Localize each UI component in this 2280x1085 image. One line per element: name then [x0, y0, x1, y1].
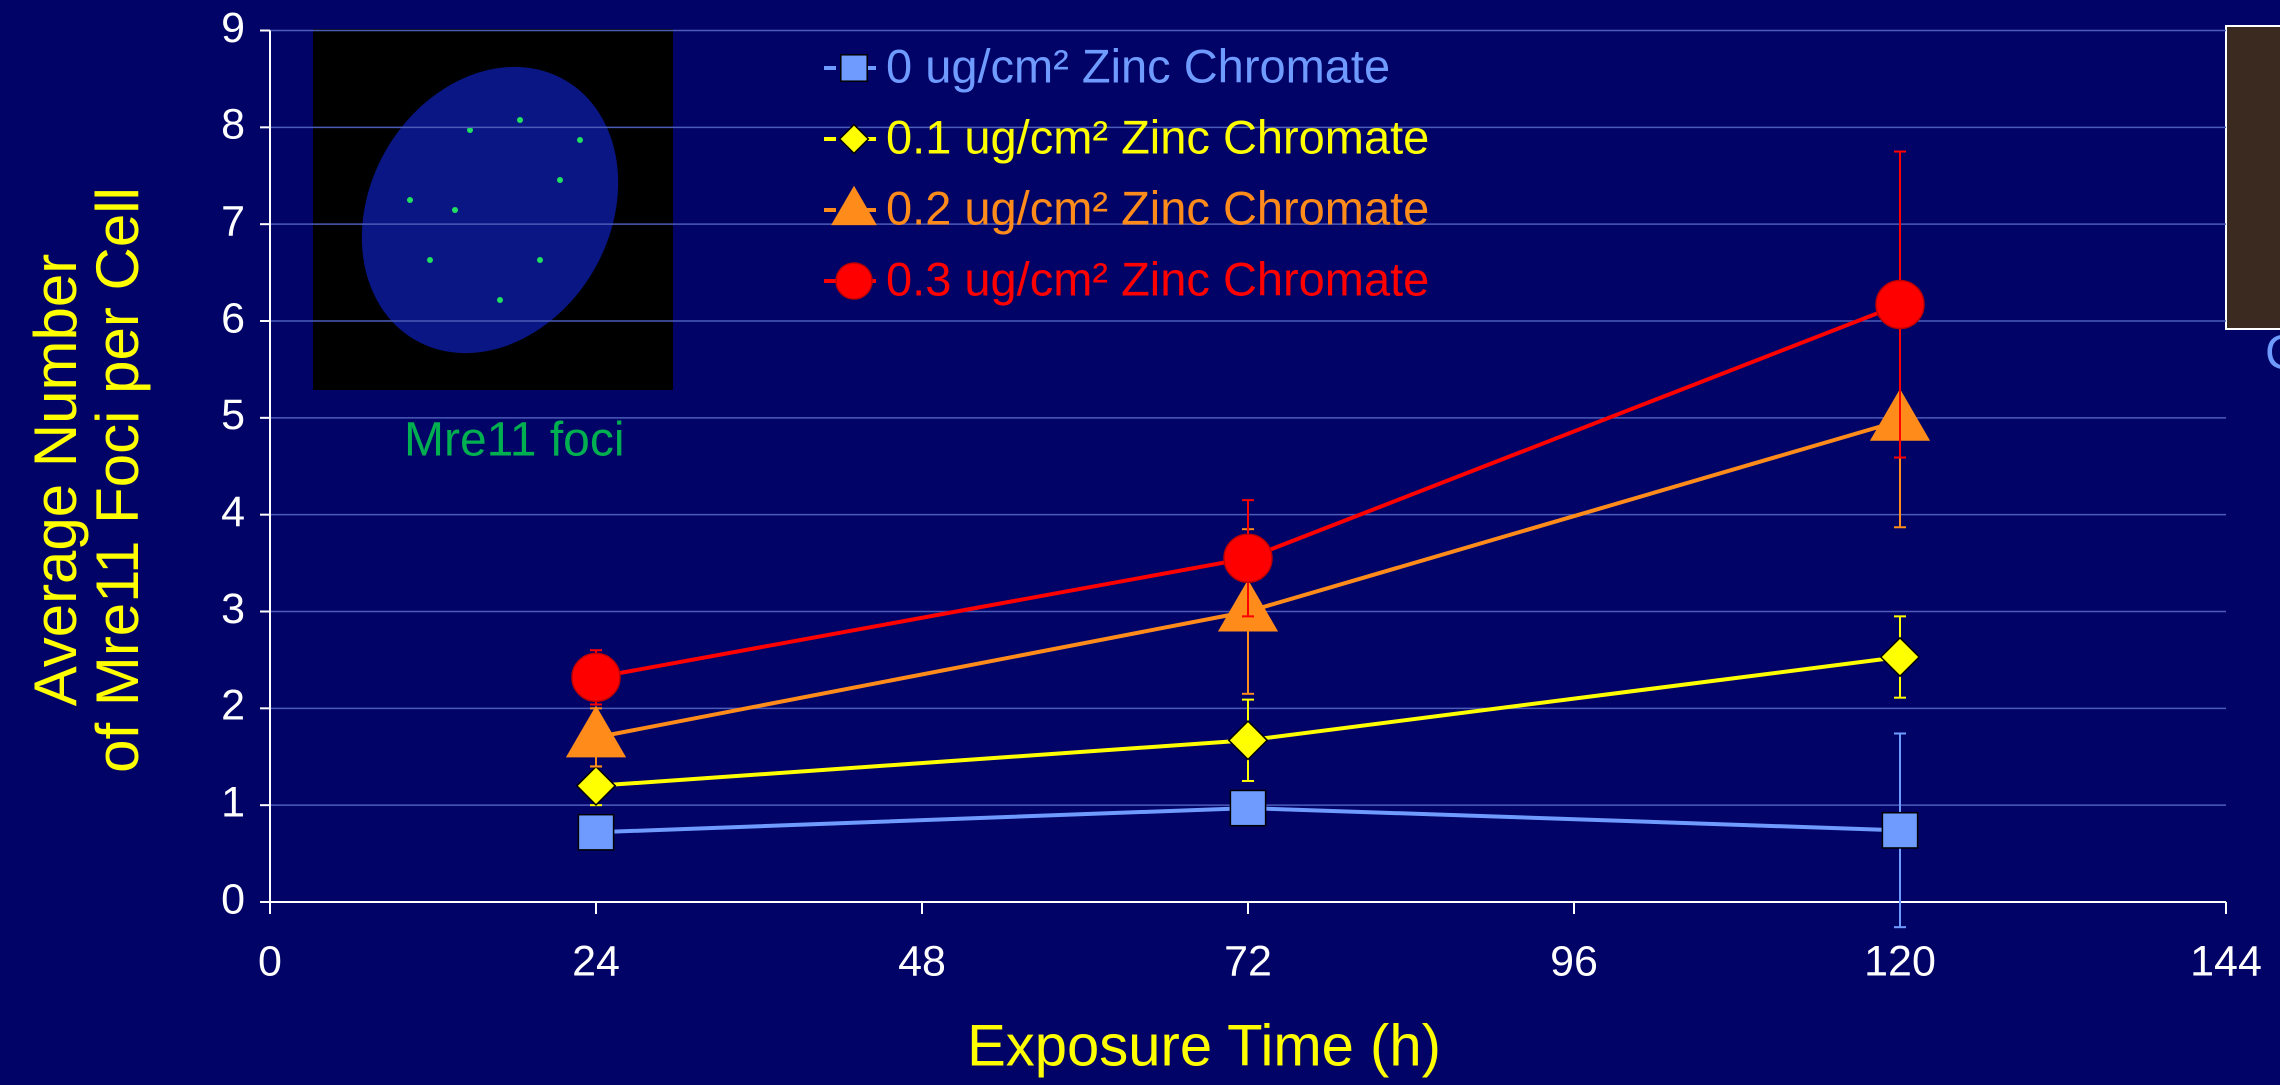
marker: [1230, 790, 1265, 825]
y-tick-label: 7: [221, 198, 245, 246]
y-tick-label: 1: [221, 779, 245, 827]
legend-label: 0.2 ug/cm² Zinc Chromate: [886, 181, 1429, 234]
x-tick-label: 96: [1550, 937, 1598, 985]
legend-marker: [841, 55, 867, 81]
y-tick-label: 0: [221, 875, 245, 923]
page: Mre11 foci C Exposure Time (h) Average N…: [0, 0, 2280, 1085]
x-tick-label: 120: [1864, 937, 1936, 985]
marker: [1882, 813, 1917, 848]
y-tick-label: 4: [221, 488, 245, 536]
annotation: Mre11 foci: [404, 414, 625, 467]
x-tick-label: 48: [898, 937, 946, 985]
y-axis-title-line: of Mre11 Foci per Cell: [84, 187, 151, 773]
legend-label: 0 ug/cm² Zinc Chromate: [886, 39, 1390, 92]
y-tick-label: 9: [221, 4, 245, 52]
marker: [572, 653, 620, 701]
inset-image: [311, 20, 673, 400]
y-tick-label: 5: [221, 391, 245, 439]
legend-label: 0.3 ug/cm² Zinc Chromate: [886, 252, 1429, 305]
marker: [578, 815, 613, 850]
y-tick-label: 2: [221, 682, 245, 730]
x-tick-label: 144: [2190, 937, 2262, 985]
chart: Mre11 foci C Exposure Time (h) Average N…: [0, 0, 2280, 1085]
x-tick-label: 0: [258, 937, 282, 985]
y-tick-label: 3: [221, 585, 245, 633]
x-tick-label: 72: [1224, 937, 1272, 985]
marker: [1876, 281, 1924, 329]
y-tick-label: 6: [221, 294, 245, 342]
marker: [1224, 534, 1272, 582]
x-axis-title: Exposure Time (h): [967, 1013, 1441, 1078]
y-axis-title: Average Number of Mre11 Foci per Cell: [22, 187, 151, 773]
y-axis-title-line: Average Number: [22, 254, 89, 706]
photo: [2226, 26, 2280, 329]
y-tick-label: 8: [221, 101, 245, 149]
legend-label: 0.1 ug/cm² Zinc Chromate: [886, 110, 1429, 163]
legend-marker: [836, 263, 872, 299]
annotation: C: [2265, 327, 2280, 380]
x-tick-label: 24: [572, 937, 620, 985]
